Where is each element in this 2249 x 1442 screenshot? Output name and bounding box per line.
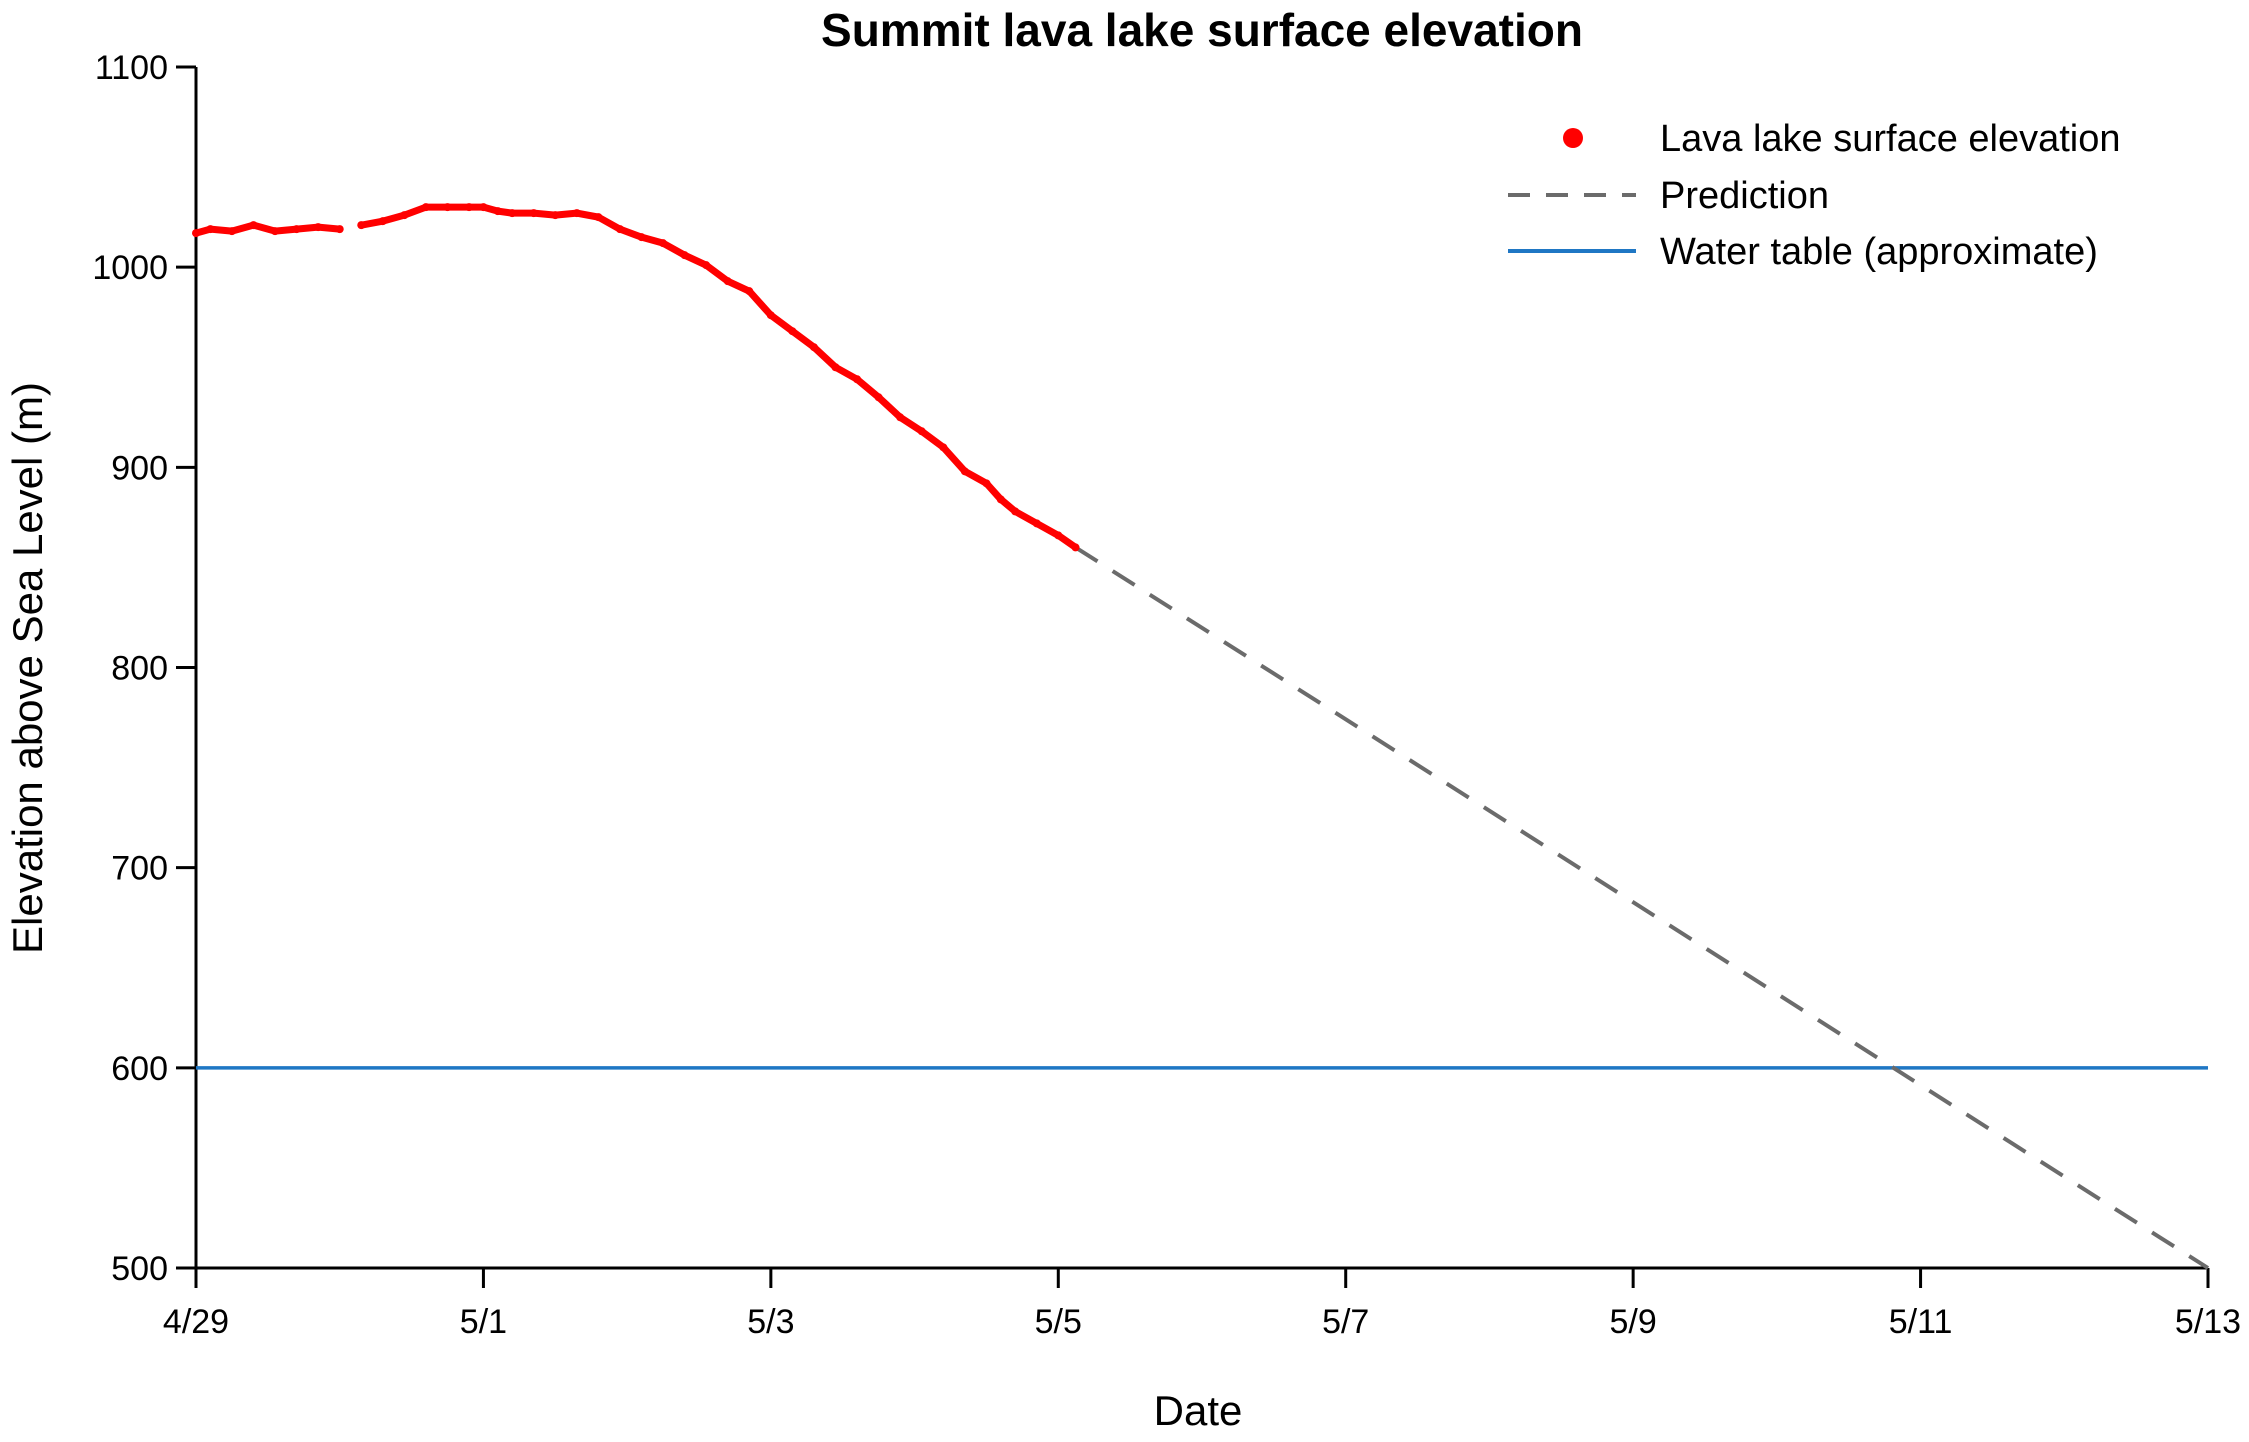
y-tick-label: 1000 (92, 249, 168, 287)
lava-lake-point (982, 479, 991, 488)
y-axis-title: Elevation above Sea Level (m) (4, 382, 51, 954)
x-tick-label: 5/1 (460, 1303, 507, 1341)
lava-lake-point (551, 211, 560, 220)
x-tick-label: 4/29 (163, 1303, 229, 1341)
legend-marker-lava-lake (1563, 128, 1583, 148)
lava-lake-point (680, 251, 689, 260)
lava-lake-point (659, 239, 668, 248)
lava-lake-point (874, 393, 883, 402)
lava-lake-point (271, 227, 280, 236)
lava-lake-point (788, 327, 797, 336)
lava-lake-point (1071, 543, 1080, 552)
chart-title: Summit lava lake surface elevation (821, 4, 1583, 56)
x-tick-label: 5/13 (2175, 1303, 2241, 1341)
y-tick-label: 800 (111, 650, 168, 688)
lava-lake-point (1054, 531, 1063, 540)
y-tick-label: 1100 (95, 49, 168, 87)
lava-lake-point (508, 209, 517, 218)
lava-lake-point (443, 203, 452, 212)
ticks: 500 600 700 800 900 1000 1100 4/29 5/1 5/3 5/5 5/7 5… (92, 49, 2241, 1341)
lava-lake-point (939, 443, 948, 452)
legend: Lava lake surface elevation Prediction W… (1508, 118, 2121, 273)
series-layer (192, 203, 2210, 1270)
lava-lake-point (378, 217, 387, 226)
lava-lake-point (493, 207, 502, 216)
y-tick-label: 900 (111, 449, 168, 487)
x-axis-title: Date (1154, 1387, 1243, 1434)
lava-lake-point (465, 203, 474, 212)
lava-lake-point (249, 221, 258, 230)
lava-lake-trace (357, 203, 1080, 551)
lava-lake-point (335, 225, 344, 234)
lava-lake-point (479, 203, 488, 212)
lava-lake-point (400, 211, 409, 220)
x-tick-label: 5/7 (1322, 1303, 1369, 1341)
lava-lake-point (572, 209, 581, 218)
lava-lake-point (853, 375, 862, 384)
lava-lake-point (357, 221, 366, 230)
legend-label-water-table: Water table (approximate) (1660, 231, 2098, 273)
lava-lake-point (723, 277, 732, 286)
legend-label-prediction: Prediction (1660, 175, 1829, 217)
lava-lake-point (192, 229, 200, 238)
lava-lake-point (1011, 507, 1020, 516)
lava-lake-point (292, 225, 301, 234)
y-tick-label: 500 (111, 1250, 168, 1288)
lava-lake-point (314, 223, 323, 232)
x-tick-label: 5/11 (1889, 1303, 1953, 1341)
x-tick-label: 5/9 (1610, 1303, 1657, 1341)
y-tick-label: 700 (111, 850, 168, 888)
lava-lake-point (206, 225, 215, 234)
lava-lake-point (917, 427, 926, 436)
lava-lake-point (996, 495, 1005, 504)
lava-lake-point (960, 467, 969, 476)
lava-lake-point (529, 209, 538, 218)
lava-lake-point (896, 413, 905, 422)
legend-label-lava-lake: Lava lake surface elevation (1660, 118, 2121, 160)
y-tick-label: 600 (111, 1050, 168, 1088)
lava-lake-point (1032, 519, 1041, 528)
lava-lake-point (766, 311, 775, 320)
x-tick-label: 5/5 (1035, 1303, 1082, 1341)
lava-lake-point (615, 225, 624, 234)
lava-lake-point (227, 227, 236, 236)
lava-lake-point (831, 363, 840, 372)
lava-lake-point (745, 287, 754, 296)
lava-lake-point (421, 203, 430, 212)
x-tick-label: 5/3 (747, 1303, 794, 1341)
prediction-line (1074, 545, 2210, 1270)
lava-lake-point (809, 343, 818, 352)
lava-lake-point (702, 261, 711, 270)
lava-lake-point (594, 213, 603, 222)
lava-lake-point (637, 233, 646, 242)
